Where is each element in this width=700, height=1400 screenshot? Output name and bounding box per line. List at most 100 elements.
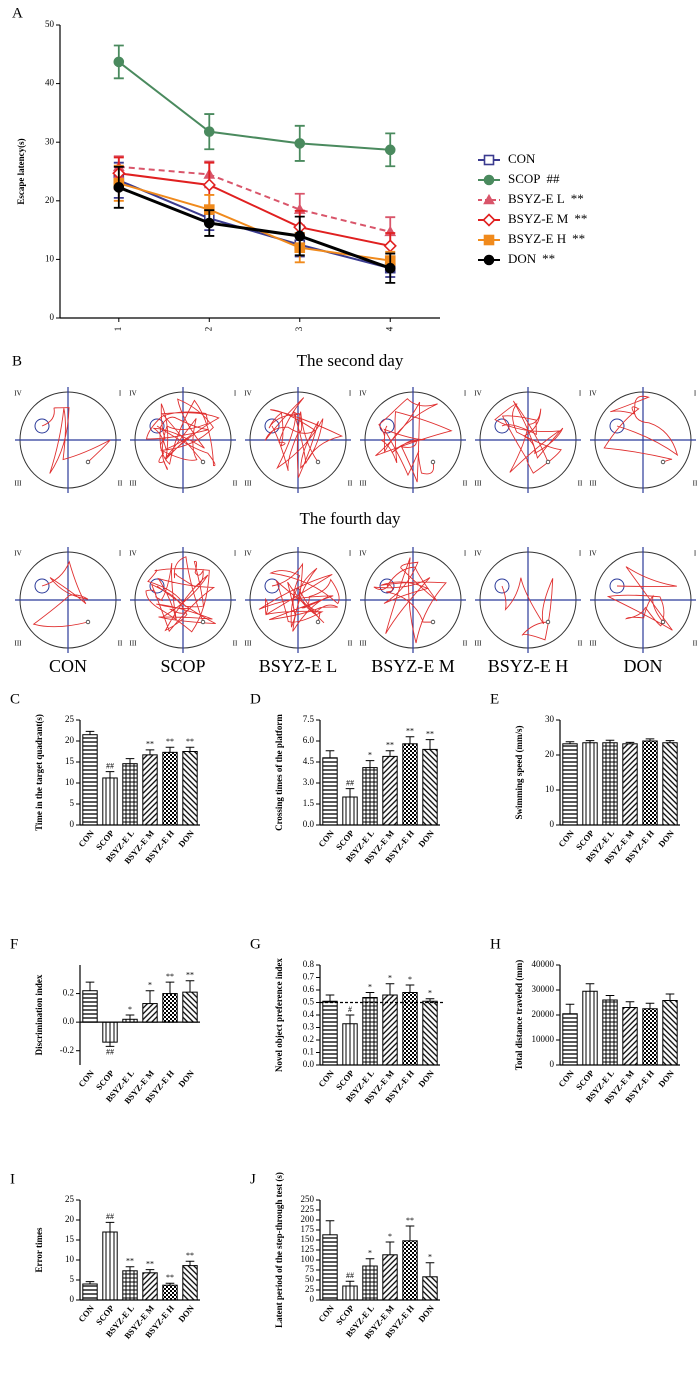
group-label: CON: [49, 656, 87, 676]
error-bar: [565, 1003, 575, 1014]
y-tick-label: 0.2: [63, 988, 74, 998]
bar: [322, 1000, 338, 1066]
y-tick-label: 0.8: [303, 959, 315, 969]
error-bar: [365, 992, 375, 998]
y-tick-label: 0: [50, 312, 55, 322]
error-bar: [385, 983, 395, 995]
quadrant-label: II: [693, 480, 698, 488]
y-tick-label: 0.3: [303, 1022, 315, 1032]
marker: [202, 178, 216, 192]
bar: [602, 999, 618, 1066]
quadrant-label: IV: [244, 550, 251, 558]
error-bar: [565, 741, 575, 744]
error-bar: [625, 1001, 635, 1008]
error-bar: [645, 1002, 655, 1009]
bar: [182, 991, 198, 1023]
error-bar: [425, 998, 435, 1002]
marker: [383, 239, 397, 253]
y-axis-label: Total distance traveled (mm): [514, 960, 524, 1070]
error-bar: [645, 738, 655, 741]
x-tick-label: DON: [416, 1067, 436, 1089]
y-tick-label: 10: [65, 777, 75, 787]
bar: [662, 742, 678, 826]
y-tick-label: 7.5: [303, 714, 315, 724]
significance: ##: [106, 761, 114, 770]
y-axis-label: Escape latency(s): [16, 138, 26, 204]
error-bar: [605, 739, 615, 743]
swim-path: [603, 395, 679, 463]
start-point: [315, 459, 321, 465]
quadrant-label: IV: [14, 550, 21, 558]
bar: [362, 997, 378, 1066]
significance: *: [388, 1232, 392, 1241]
quadrant-label: III: [245, 640, 253, 648]
significance: *: [408, 975, 412, 984]
start-point: [200, 459, 206, 465]
error-bar: [405, 1225, 415, 1241]
marker: [203, 217, 215, 229]
legend-marker: [483, 234, 495, 246]
error-bar: [605, 995, 615, 1000]
start-point: [85, 459, 91, 465]
panel-label: I: [10, 1171, 15, 1187]
quadrant-label: III: [15, 480, 23, 488]
error-bar: [325, 750, 335, 758]
y-axis-label: Novel object preference index: [274, 958, 284, 1072]
significance: *: [368, 982, 372, 991]
quadrant-label: I: [694, 390, 697, 398]
start-point: [430, 459, 436, 465]
y-tick-label: -0.2: [60, 1045, 74, 1055]
error-bar: [185, 746, 195, 752]
x-tick-label: DON: [176, 827, 196, 849]
bar: [382, 755, 398, 826]
error-bar: [385, 1241, 395, 1255]
significance: **: [126, 1257, 134, 1266]
y-tick-label: 125: [301, 1244, 315, 1254]
platform: [494, 578, 510, 594]
x-tick-label: 3: [294, 326, 304, 331]
quadrant-label: I: [349, 390, 352, 398]
bar: [322, 1234, 338, 1301]
panel-label: G: [250, 936, 261, 952]
quadrant-label: IV: [589, 550, 596, 558]
legend-significance: **: [574, 211, 587, 226]
error-bar: [325, 994, 335, 1002]
error-bar: [165, 746, 175, 753]
quadrant-label: IV: [244, 390, 251, 398]
error-bar: [185, 1260, 195, 1266]
quadrant-label: II: [463, 640, 468, 648]
y-tick-label: 15: [65, 1234, 75, 1244]
y-tick-label: 0.0: [303, 1059, 315, 1069]
quadrant-label: II: [578, 480, 583, 488]
start-point: [200, 619, 206, 625]
y-axis-label: Error times: [34, 1227, 44, 1272]
marker: [294, 230, 306, 242]
y-tick-label: 10: [65, 1254, 75, 1264]
legend-label: SCOP: [508, 171, 541, 186]
quadrant-label: II: [118, 480, 123, 488]
panel-label: B: [12, 353, 22, 369]
series-line: [118, 172, 391, 247]
start-point: [430, 619, 436, 625]
error-bar: [385, 750, 395, 757]
bar: [382, 994, 398, 1066]
significance: **: [186, 1251, 194, 1260]
y-tick-label: 20: [65, 735, 75, 745]
x-tick-label: 2: [203, 327, 213, 332]
series-line: [118, 179, 391, 270]
error-bar: [405, 736, 415, 744]
bar: [582, 742, 598, 826]
y-tick-label: 40: [45, 78, 55, 88]
bar: [102, 1231, 118, 1301]
bar: [82, 990, 98, 1023]
y-tick-label: 0.6: [303, 984, 315, 994]
quadrant-label: I: [119, 390, 122, 398]
bar: [142, 754, 158, 826]
platform: [34, 578, 50, 594]
quadrant-label: II: [233, 640, 238, 648]
significance: **: [166, 1273, 174, 1282]
quadrant-label: IV: [359, 550, 366, 558]
legend-marker: [483, 154, 495, 166]
marker: [384, 262, 396, 274]
swim-path: [375, 398, 453, 483]
